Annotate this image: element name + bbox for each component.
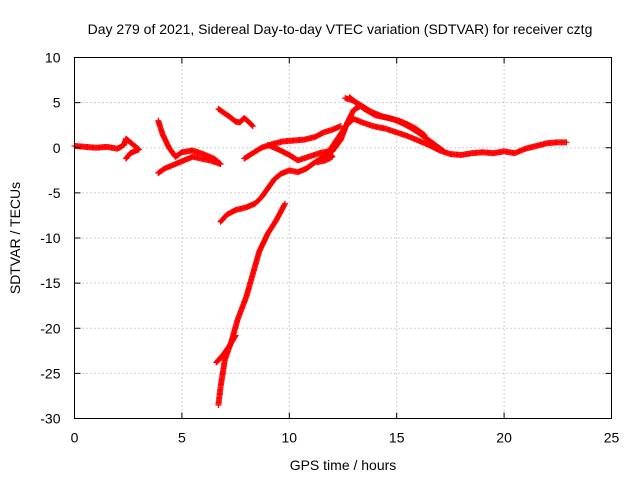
data-point xyxy=(357,103,364,110)
y-tick-label: -15 xyxy=(40,275,60,291)
series-track-10 xyxy=(213,332,239,366)
data-point xyxy=(123,154,130,161)
axis-ticks: 0 5 10 15 20 25 -30 -25 -20 -15 -10 -5 0 5 10 xyxy=(40,50,619,446)
data-point xyxy=(282,200,289,207)
data-series xyxy=(71,94,570,408)
x-axis-label: GPS time / hours xyxy=(290,457,397,473)
x-tick-label: 25 xyxy=(604,430,620,446)
y-tick-label: -30 xyxy=(40,411,60,427)
data-point xyxy=(231,333,238,340)
data-point xyxy=(420,131,427,138)
series-track-9 xyxy=(215,200,289,408)
x-tick-label: 10 xyxy=(282,430,298,446)
y-tick-label: -20 xyxy=(40,320,60,336)
series-track-3 xyxy=(215,105,256,130)
data-point xyxy=(156,169,163,176)
series-track-1 xyxy=(71,135,142,162)
data-point xyxy=(249,123,256,130)
y-tick-label: -5 xyxy=(48,185,61,201)
y-tick-label: 0 xyxy=(53,140,61,156)
y-tick-label: -10 xyxy=(40,230,60,246)
data-point xyxy=(356,103,363,110)
y-tick-label: 5 xyxy=(53,95,61,111)
series-track-8 xyxy=(217,103,364,225)
series-track-5 xyxy=(264,115,570,166)
x-tick-label: 5 xyxy=(178,430,186,446)
y-tick-label: 10 xyxy=(45,50,61,66)
x-tick-label: 0 xyxy=(71,430,79,446)
data-point xyxy=(440,148,447,155)
data-point xyxy=(232,332,239,339)
data-point xyxy=(155,170,162,177)
series-track-2 xyxy=(155,117,224,177)
data-point xyxy=(563,139,570,146)
series-track-7 xyxy=(346,94,428,139)
data-point xyxy=(248,122,255,129)
y-axis-label: SDTVAR / TECUs xyxy=(7,182,23,294)
data-point xyxy=(337,123,344,130)
data-point xyxy=(123,155,130,162)
y-tick-label: -25 xyxy=(40,365,60,381)
x-tick-label: 15 xyxy=(389,430,405,446)
data-point xyxy=(440,147,447,154)
chart-title: Day 279 of 2021, Sidereal Day-to-day VTE… xyxy=(88,21,593,37)
x-tick-label: 20 xyxy=(496,430,512,446)
grid xyxy=(74,57,612,419)
data-point xyxy=(421,132,428,139)
